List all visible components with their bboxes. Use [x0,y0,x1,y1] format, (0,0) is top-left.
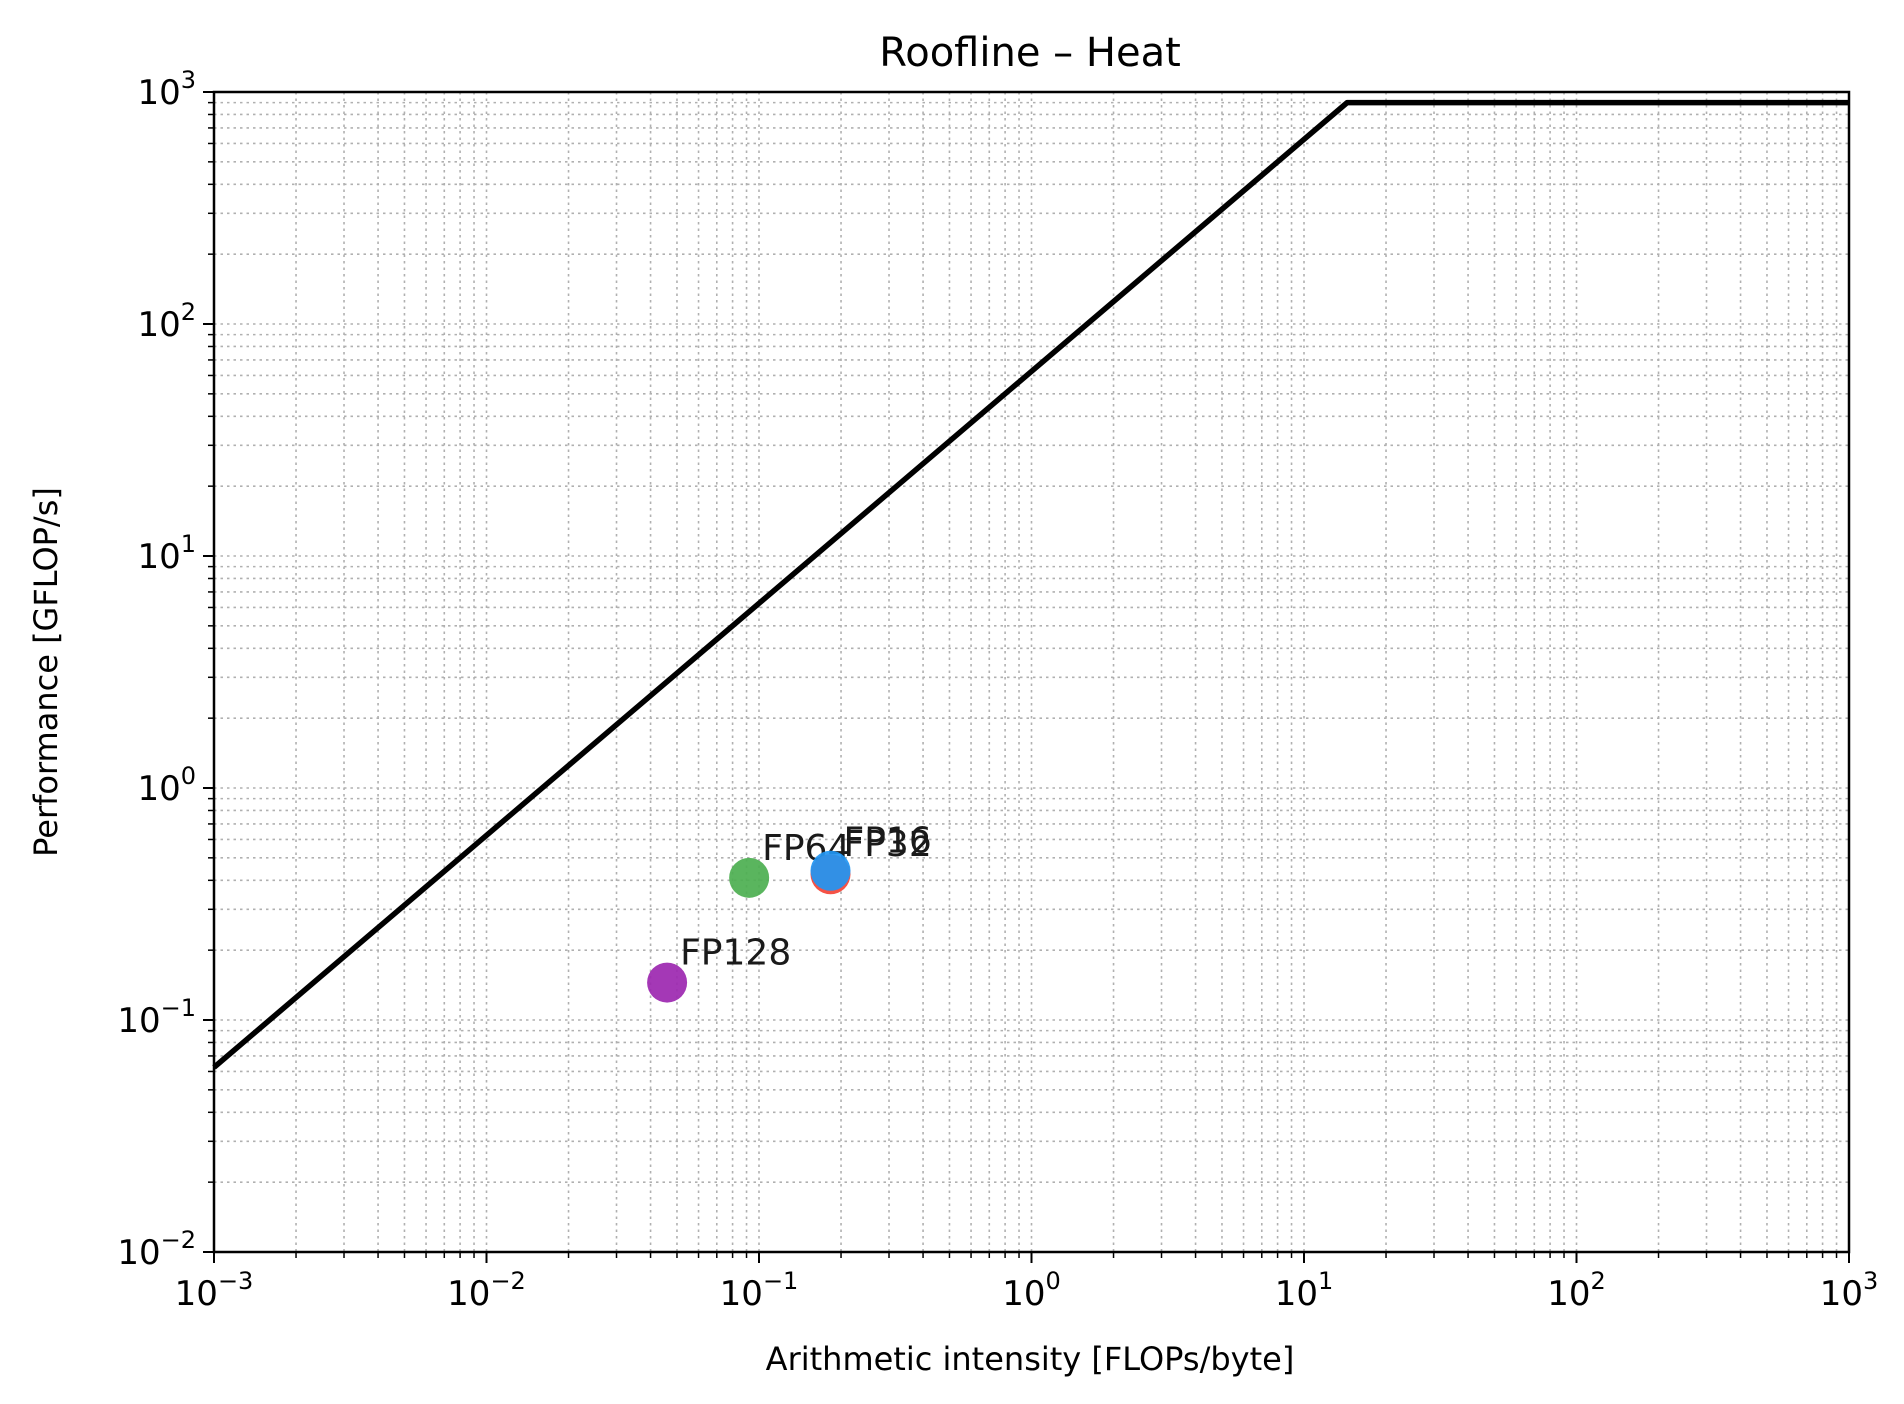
y-tick-label: 10−1 [117,994,196,1041]
y-tick-label: 100 [137,762,196,809]
x-tick-label: 10−1 [720,1267,799,1314]
x-tick-label: 103 [1820,1267,1879,1314]
x-tick-label: 10−3 [175,1267,254,1314]
roofline-curve [212,99,1849,1070]
chart-title: Roofline – Heat [879,30,1181,76]
roofline-layer [212,99,1849,1070]
point-label-fp32: FP32 [844,824,932,865]
data-point-fp64 [729,857,770,898]
y-tick-label: 103 [137,66,196,113]
grid [213,92,1849,1253]
axis-ticks: 10−3 10−2 10−1 100 101 102 10310−210−110010110… [117,66,1878,1314]
x-tick-label: 101 [1275,1267,1334,1314]
point-label-fp16: FP16 [844,821,932,862]
x-axis-title: Arithmetic intensity [FLOPs/byte] [766,1340,1295,1378]
point-label-fp128: FP128 [680,933,791,974]
y-tick-label: 10−2 [117,1226,196,1273]
x-tick-label: 100 [1002,1267,1061,1314]
data-point-fp16 [810,850,851,891]
y-axis-title: Performance [GFLOP/s] [27,487,65,857]
y-tick-label: 102 [137,298,196,345]
data-point-fp128 [647,962,688,1003]
y-tick-label: 101 [137,530,196,577]
x-tick-label: 102 [1547,1267,1606,1314]
x-tick-label: 10−2 [447,1267,526,1314]
